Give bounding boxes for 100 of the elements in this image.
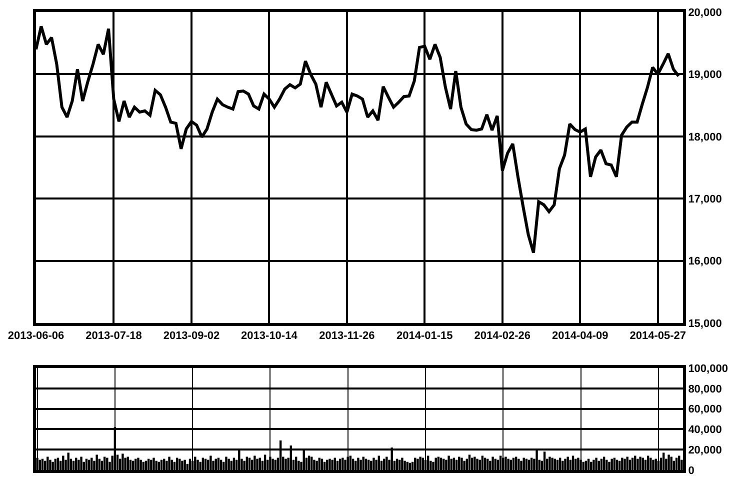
bar bbox=[624, 458, 626, 470]
bar bbox=[254, 456, 256, 470]
bar bbox=[272, 458, 274, 470]
bar bbox=[246, 456, 248, 470]
bar bbox=[564, 458, 566, 470]
y-tick-label: 80,000 bbox=[688, 383, 722, 396]
bar bbox=[621, 458, 624, 470]
x-tick-label: 2013-10-14 bbox=[241, 330, 298, 342]
bar bbox=[360, 460, 362, 470]
bar bbox=[344, 460, 346, 470]
bar bbox=[650, 458, 652, 470]
bar bbox=[375, 460, 378, 470]
bar bbox=[331, 460, 334, 470]
bar bbox=[150, 460, 152, 470]
bar bbox=[520, 460, 522, 470]
bar bbox=[458, 456, 460, 470]
bar bbox=[602, 456, 606, 470]
bar bbox=[181, 460, 184, 470]
bar bbox=[199, 462, 202, 470]
bar bbox=[652, 460, 654, 470]
bar bbox=[437, 456, 440, 470]
bar bbox=[243, 460, 246, 470]
bar bbox=[514, 456, 518, 470]
bar bbox=[342, 458, 344, 470]
bar bbox=[80, 456, 82, 470]
bar bbox=[49, 460, 52, 470]
bar bbox=[67, 452, 70, 470]
bar bbox=[137, 458, 140, 470]
bar bbox=[404, 460, 406, 470]
bar bbox=[636, 458, 639, 470]
bar bbox=[522, 458, 525, 470]
bar bbox=[294, 456, 298, 470]
bar bbox=[562, 460, 564, 470]
bar bbox=[448, 456, 450, 470]
bar bbox=[326, 460, 328, 470]
bar bbox=[256, 458, 258, 470]
bar bbox=[78, 460, 80, 470]
x-tick-label: 2014-05-27 bbox=[630, 330, 686, 342]
bar bbox=[264, 454, 266, 470]
y-tick-label: 60,000 bbox=[688, 404, 722, 416]
bar bbox=[639, 456, 642, 470]
bar bbox=[445, 460, 448, 470]
bar bbox=[476, 458, 478, 470]
x-tick-label: 2013-06-06 bbox=[8, 330, 64, 342]
bar bbox=[152, 458, 155, 470]
bar bbox=[62, 456, 64, 470]
bar bbox=[416, 458, 419, 470]
bar bbox=[610, 458, 613, 470]
bar bbox=[372, 458, 375, 470]
bar bbox=[362, 456, 364, 470]
bar bbox=[668, 454, 670, 470]
bar bbox=[155, 460, 158, 470]
bar bbox=[670, 456, 672, 470]
bar bbox=[106, 458, 108, 470]
bar bbox=[126, 456, 129, 470]
bar bbox=[225, 456, 228, 470]
bar bbox=[463, 460, 466, 470]
y-tick-label: 20,000 bbox=[688, 444, 722, 456]
bar bbox=[626, 456, 628, 470]
bar bbox=[492, 456, 494, 470]
bar bbox=[103, 456, 106, 470]
bar bbox=[460, 458, 463, 470]
bar bbox=[634, 456, 636, 470]
bar bbox=[122, 454, 124, 470]
bar bbox=[678, 456, 680, 470]
x-tick-label: 2013-11-26 bbox=[319, 330, 375, 342]
bar bbox=[606, 460, 608, 470]
bar bbox=[298, 460, 300, 470]
bar bbox=[196, 460, 199, 470]
bar bbox=[140, 460, 142, 470]
bar bbox=[662, 452, 665, 470]
bar bbox=[518, 458, 520, 470]
bar bbox=[592, 460, 595, 470]
bar bbox=[595, 458, 598, 470]
y-tick-label: 17,000 bbox=[688, 193, 722, 206]
bar bbox=[378, 456, 380, 470]
y-tick-label: 19,000 bbox=[688, 69, 722, 82]
bar bbox=[548, 456, 551, 470]
bar bbox=[357, 458, 360, 470]
bar bbox=[566, 456, 569, 470]
x-tick-label: 2014-04-09 bbox=[552, 330, 608, 342]
bar bbox=[507, 458, 510, 470]
y-tick-label: 15,000 bbox=[688, 318, 722, 330]
y-tick-label: 40,000 bbox=[688, 424, 722, 436]
bar bbox=[310, 456, 313, 470]
bar bbox=[166, 460, 168, 470]
y-tick-label: 16,000 bbox=[688, 256, 722, 268]
y-tick-label: 20,000 bbox=[688, 6, 722, 19]
bar bbox=[316, 460, 318, 470]
bar bbox=[478, 460, 481, 470]
bar bbox=[313, 460, 316, 470]
bar bbox=[572, 456, 574, 470]
x-tick-label: 2014-02-26 bbox=[474, 330, 531, 342]
bar bbox=[370, 460, 372, 470]
bar bbox=[308, 456, 310, 470]
bar bbox=[328, 458, 331, 470]
y-tick-label: 0 bbox=[688, 464, 694, 477]
bar bbox=[401, 458, 404, 470]
x-tick-label: 2013-09-02 bbox=[163, 330, 220, 342]
bar bbox=[168, 456, 170, 470]
